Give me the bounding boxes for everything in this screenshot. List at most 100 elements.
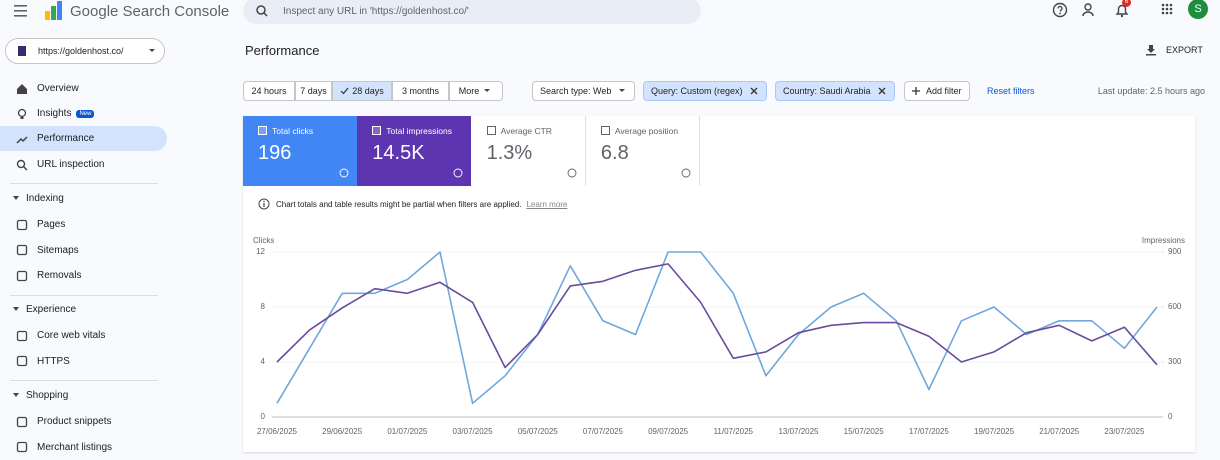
range-button[interactable]: 28 days bbox=[332, 81, 392, 101]
nav-item[interactable]: Overview bbox=[0, 76, 167, 101]
checkbox[interactable] bbox=[372, 126, 382, 135]
info-icon bbox=[258, 198, 270, 210]
remove-icon[interactable] bbox=[743, 87, 759, 95]
search-type[interactable]: Search type: Web bbox=[532, 81, 636, 101]
nav-label: Product snippets bbox=[37, 416, 112, 427]
nav-item[interactable]: Merchant listings bbox=[0, 435, 167, 460]
nav-item[interactable]: HTTPS bbox=[0, 349, 167, 374]
separator bbox=[10, 294, 158, 296]
download-icon bbox=[1146, 45, 1156, 56]
nav-label: Overview bbox=[37, 83, 79, 94]
collapse-arrow bbox=[13, 195, 19, 200]
last-update: Last update: 2.5 hours ago bbox=[1097, 86, 1205, 96]
property-icon bbox=[18, 46, 26, 56]
nav-label: Removals bbox=[37, 270, 82, 281]
dropdown-arrow bbox=[484, 89, 491, 92]
metric-header: Total impressions bbox=[372, 126, 471, 136]
url-search[interactable]: Inspect any URL in 'https://goldenhost.c… bbox=[243, 0, 701, 24]
nav-icon bbox=[16, 244, 28, 256]
nav-label: Insights bbox=[37, 108, 72, 119]
dropdown-arrow bbox=[619, 89, 626, 92]
metric-tile[interactable]: Average position 6.8 bbox=[585, 116, 700, 186]
separator bbox=[10, 183, 158, 184]
nav-item[interactable]: Removals bbox=[0, 263, 167, 288]
nav-icon bbox=[17, 83, 27, 94]
help-icon[interactable] bbox=[1052, 2, 1068, 18]
apps-icon[interactable] bbox=[1161, 3, 1173, 15]
filter-chip[interactable]: Query: Custom (regex) bbox=[643, 81, 767, 101]
search-placeholder: Inspect any URL in 'https://goldenhost.c… bbox=[283, 5, 469, 17]
range-button[interactable]: 3 months bbox=[392, 81, 449, 101]
reset-filters[interactable]: Reset filters bbox=[987, 86, 1035, 96]
metric-label: Total clicks bbox=[272, 126, 314, 136]
add-filter[interactable]: Add filter bbox=[904, 81, 970, 101]
search-type-label: Search type: Web bbox=[540, 86, 612, 96]
nav-label: Performance bbox=[37, 133, 95, 144]
nav-item[interactable]: Insights New bbox=[0, 101, 167, 126]
product-name: Google Search Console bbox=[70, 3, 230, 20]
plus-icon bbox=[912, 87, 920, 95]
menu-icon[interactable] bbox=[14, 5, 28, 17]
help-icon[interactable] bbox=[681, 168, 691, 178]
metric-label: Average position bbox=[614, 126, 679, 136]
section-header[interactable]: Shopping bbox=[12, 390, 68, 401]
help-icon[interactable] bbox=[453, 168, 463, 178]
nav-icon bbox=[17, 108, 27, 119]
range-label: 7 days bbox=[300, 86, 327, 96]
separator bbox=[10, 380, 158, 381]
nav-item[interactable]: Core web vitals bbox=[0, 323, 167, 348]
metric-value: 1.3% bbox=[486, 142, 533, 164]
help-icon[interactable] bbox=[339, 168, 349, 178]
avatar[interactable]: S bbox=[1188, 0, 1208, 19]
learn-more[interactable]: Learn more bbox=[526, 199, 568, 209]
checkbox[interactable] bbox=[258, 126, 267, 135]
metric-tile[interactable]: Total impressions 14.5K bbox=[357, 116, 472, 186]
nav-label: Sitemaps bbox=[37, 244, 79, 256]
nav-item[interactable]: Performance bbox=[0, 126, 167, 151]
range-button[interactable]: More bbox=[449, 81, 503, 101]
range-button[interactable]: 7 days bbox=[295, 81, 332, 101]
export-button[interactable]: EXPORT bbox=[1146, 44, 1203, 56]
metric-header: Average CTR bbox=[486, 126, 585, 136]
range-label: More bbox=[458, 86, 480, 96]
notice: Chart totals and table results might be … bbox=[258, 198, 567, 210]
metric-value: 196 bbox=[258, 142, 292, 164]
nav-item[interactable]: URL inspection bbox=[0, 152, 167, 177]
section-header[interactable]: Indexing bbox=[12, 193, 64, 204]
filter-chip[interactable]: Country: Saudi Arabia bbox=[775, 81, 895, 101]
nav-item[interactable]: Pages bbox=[0, 212, 167, 237]
notification-badge: 6 bbox=[1122, 0, 1131, 7]
nav-icon bbox=[16, 159, 28, 171]
checkbox[interactable] bbox=[486, 126, 496, 135]
nav-icon bbox=[16, 441, 28, 453]
collapse-arrow bbox=[13, 392, 19, 397]
help-icon[interactable] bbox=[567, 168, 577, 178]
range-button[interactable]: 24 hours bbox=[243, 81, 295, 101]
collapse-arrow bbox=[13, 306, 19, 311]
nav-item[interactable]: Product snippets bbox=[0, 409, 167, 434]
nav-icon bbox=[16, 135, 28, 144]
nav-item[interactable]: Sitemaps bbox=[0, 238, 167, 263]
metric-tile[interactable]: Average CTR 1.3% bbox=[471, 116, 586, 186]
nav-label: Merchant listings bbox=[37, 441, 113, 453]
users-icon[interactable] bbox=[1082, 2, 1098, 18]
section-header[interactable]: Experience bbox=[12, 304, 76, 315]
nav-label: Pages bbox=[37, 219, 66, 230]
section-title: Shopping bbox=[26, 390, 69, 401]
remove-icon[interactable] bbox=[871, 87, 887, 95]
property-url: https://goldenhost.co/ bbox=[38, 46, 124, 56]
metric-tile[interactable]: Total clicks 196 bbox=[243, 116, 357, 186]
nav-icon bbox=[16, 270, 28, 281]
property-selector[interactable]: https://goldenhost.co/ bbox=[5, 38, 165, 64]
new-badge: New bbox=[76, 109, 95, 118]
add-filter-label: Add filter bbox=[926, 86, 962, 96]
metric-value: 14.5K bbox=[372, 142, 425, 164]
check-icon bbox=[340, 87, 349, 95]
nav-icon bbox=[16, 355, 28, 367]
checkbox[interactable] bbox=[600, 126, 610, 135]
metric-header: Average position bbox=[600, 126, 699, 136]
notice-text: Chart totals and table results might be … bbox=[276, 199, 522, 209]
section-title: Experience bbox=[26, 304, 77, 315]
